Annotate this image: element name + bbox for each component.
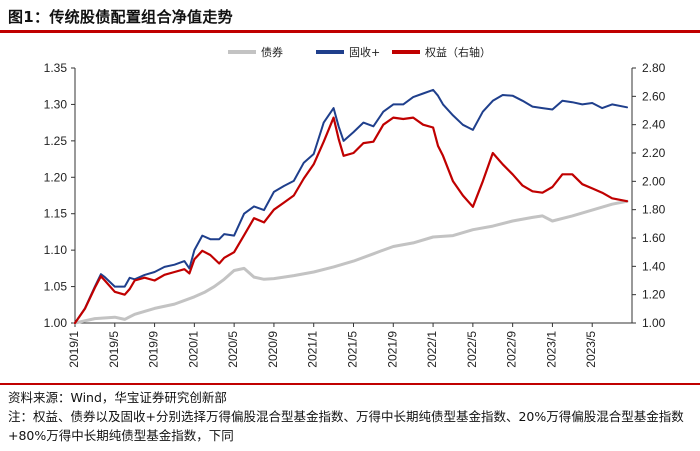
y-left-tick-label: 1.30 bbox=[44, 97, 68, 111]
x-tick-label: 2021/1 bbox=[306, 331, 320, 368]
y-right-tick-label: 1.60 bbox=[642, 231, 666, 245]
legend-label: 债券 bbox=[261, 45, 283, 59]
x-tick-label: 2020/5 bbox=[226, 331, 240, 368]
y-right-tick-label: 1.40 bbox=[642, 259, 666, 273]
x-tick-label: 2023/1 bbox=[544, 331, 558, 368]
y-right-tick-label: 2.00 bbox=[642, 174, 666, 188]
x-tick-label: 2021/9 bbox=[385, 331, 399, 368]
y-left-tick-label: 1.35 bbox=[44, 61, 68, 75]
figure-title: 图1：传统股债配置组合净值走势 bbox=[8, 8, 233, 26]
legend: 债券 固收+ 权益（右轴） bbox=[228, 45, 491, 59]
series-line bbox=[74, 88, 628, 324]
y-left-tick-label: 1.05 bbox=[44, 280, 68, 294]
plot-area bbox=[73, 88, 629, 325]
y-left-tick-label: 1.10 bbox=[44, 243, 68, 257]
x-tick-label: 2022/5 bbox=[465, 331, 479, 368]
y-right-tick-label: 2.60 bbox=[642, 89, 666, 103]
x-tick-label: 2019/5 bbox=[107, 331, 121, 368]
y-right-tick-label: 1.80 bbox=[642, 203, 666, 217]
y-right-tick-label: 2.20 bbox=[642, 146, 666, 160]
chart: 债券 固收+ 权益（右轴） 1.00 1.05 1.10 1.15 1.20 1.25 1.30… bbox=[44, 45, 666, 368]
y-right-tick-label: 1.00 bbox=[642, 316, 666, 330]
axes: 1.00 1.05 1.10 1.15 1.20 1.25 1.30 1.35 1.00 1.20… bbox=[44, 61, 666, 368]
y-left-tick-label: 1.15 bbox=[44, 207, 68, 221]
x-tick-label: 2022/9 bbox=[505, 331, 519, 368]
x-tick-label: 2023/5 bbox=[584, 331, 598, 368]
x-tick-label: 2021/5 bbox=[346, 331, 360, 368]
legend-label: 权益（右轴） bbox=[425, 45, 491, 59]
y-left-tick-label: 1.00 bbox=[44, 316, 68, 330]
series-line bbox=[73, 116, 629, 325]
x-tick-label: 2019/1 bbox=[67, 331, 81, 368]
series-line bbox=[73, 199, 629, 325]
y-right-tick-label: 1.20 bbox=[642, 288, 666, 302]
bottom-rule bbox=[0, 383, 700, 385]
x-tick-label: 2020/1 bbox=[186, 331, 200, 368]
x-tick-label: 2019/9 bbox=[147, 331, 161, 368]
x-tick-label: 2022/1 bbox=[425, 331, 439, 368]
x-tick-label: 2020/9 bbox=[266, 331, 280, 368]
y-left-tick-label: 1.25 bbox=[44, 134, 68, 148]
y-right-tick-label: 2.40 bbox=[642, 118, 666, 132]
top-rule bbox=[0, 30, 700, 33]
source-note: 资料来源：Wind，华宝证券研究创新部 bbox=[8, 390, 227, 405]
y-left-tick-label: 1.20 bbox=[44, 170, 68, 184]
legend-label: 固收+ bbox=[349, 45, 380, 59]
y-right-tick-label: 2.80 bbox=[642, 61, 666, 75]
footnote: 注：权益、债券以及固收+分别选择万得偏股混合型基金指数、万得中长期纯债型基金指数… bbox=[8, 409, 684, 443]
